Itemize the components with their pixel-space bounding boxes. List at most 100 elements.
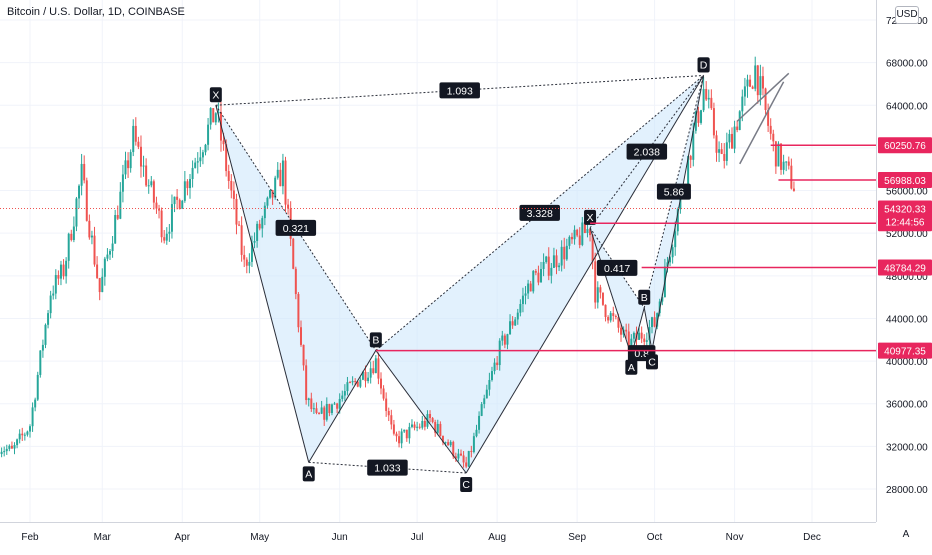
point-label: A xyxy=(628,362,635,374)
candle-body xyxy=(184,181,186,201)
candle-body xyxy=(24,435,26,436)
candle-body xyxy=(6,449,8,451)
candle-body xyxy=(519,304,521,313)
candle-body xyxy=(285,161,287,205)
point-label: D xyxy=(700,59,708,71)
candle-body xyxy=(94,236,96,265)
candle-body xyxy=(367,378,369,381)
candle-body xyxy=(790,166,792,189)
candle-body xyxy=(75,198,77,226)
candle-body xyxy=(228,171,230,181)
candle-body xyxy=(202,152,204,157)
candle-body xyxy=(581,222,583,244)
candle-body xyxy=(491,371,493,380)
candle-body xyxy=(230,181,232,191)
candle-body xyxy=(274,178,276,198)
candle-body xyxy=(398,436,400,443)
candle-body xyxy=(522,296,524,304)
candle-body xyxy=(646,340,648,342)
candle-body xyxy=(703,89,705,110)
candle-body xyxy=(241,225,243,255)
candle-body xyxy=(576,230,578,236)
candle-body xyxy=(501,336,503,341)
candle-body xyxy=(499,341,501,365)
candle-body xyxy=(39,351,41,375)
candle-body xyxy=(334,403,336,404)
candle-body xyxy=(401,431,403,443)
candle-body xyxy=(486,390,488,399)
candle-body xyxy=(233,191,235,199)
candle-body xyxy=(530,284,532,292)
currency-button[interactable]: USD xyxy=(895,6,919,24)
candle-body xyxy=(602,293,604,305)
candle-body xyxy=(297,294,299,327)
candle-body xyxy=(478,416,480,430)
candle-body xyxy=(690,156,692,160)
candle-body xyxy=(383,388,385,398)
candle-body xyxy=(457,454,459,459)
x-tick-label: Nov xyxy=(726,532,744,543)
candle-body xyxy=(277,170,279,178)
candle-body xyxy=(117,215,119,219)
candle-body xyxy=(777,144,779,167)
candle-body xyxy=(365,372,367,381)
candle-body xyxy=(468,451,470,467)
ratio-label: 3.328 xyxy=(527,208,553,220)
candle-body xyxy=(599,287,601,292)
candle-body xyxy=(716,135,718,152)
candle-body xyxy=(563,247,565,259)
candle-body xyxy=(450,442,452,445)
candle-body xyxy=(525,293,527,295)
candle-body xyxy=(352,381,354,382)
candle-body xyxy=(34,400,36,408)
candle-body xyxy=(212,108,214,122)
x-tick-label: Sep xyxy=(568,532,586,543)
candle-body xyxy=(643,339,645,342)
ratio-label: 1.093 xyxy=(447,85,473,97)
candle-body xyxy=(483,398,485,404)
candle-body xyxy=(708,98,710,100)
auto-scale-button[interactable]: A xyxy=(897,527,915,543)
candle-body xyxy=(509,321,511,334)
candle-body xyxy=(672,247,674,257)
candle-body xyxy=(555,255,557,267)
candle-body xyxy=(295,269,297,294)
candle-body xyxy=(88,221,90,238)
candle-body xyxy=(615,316,617,317)
candle-body xyxy=(475,430,477,436)
candle-body xyxy=(68,234,70,261)
candle-body xyxy=(91,236,93,238)
candle-body xyxy=(605,305,607,317)
candle-body xyxy=(176,197,178,200)
candle-body xyxy=(545,257,547,262)
candle-body xyxy=(574,230,576,239)
countdown-label: 12:44:56 xyxy=(886,217,925,228)
candle-body xyxy=(421,421,423,428)
candle-body xyxy=(145,166,147,186)
candle-body xyxy=(388,411,390,415)
candle-body xyxy=(60,265,62,279)
point-label: X xyxy=(212,89,219,101)
candle-body xyxy=(514,319,516,325)
candle-body xyxy=(705,89,707,99)
candle-body xyxy=(318,413,320,414)
candle-body xyxy=(741,97,743,112)
candle-body xyxy=(537,273,539,283)
candle-body xyxy=(385,399,387,411)
candle-body xyxy=(465,462,467,466)
candle-body xyxy=(104,259,106,277)
candle-body xyxy=(424,421,426,427)
candle-body xyxy=(124,160,126,174)
candle-body xyxy=(390,415,392,424)
y-tick-label: 36000.00 xyxy=(886,400,928,411)
candle-body xyxy=(765,89,767,111)
candle-body xyxy=(326,404,328,420)
candle-body xyxy=(261,218,263,228)
candle-body xyxy=(305,365,307,400)
candle-body xyxy=(494,363,496,371)
candle-body xyxy=(264,206,266,218)
candle-body xyxy=(269,190,271,198)
